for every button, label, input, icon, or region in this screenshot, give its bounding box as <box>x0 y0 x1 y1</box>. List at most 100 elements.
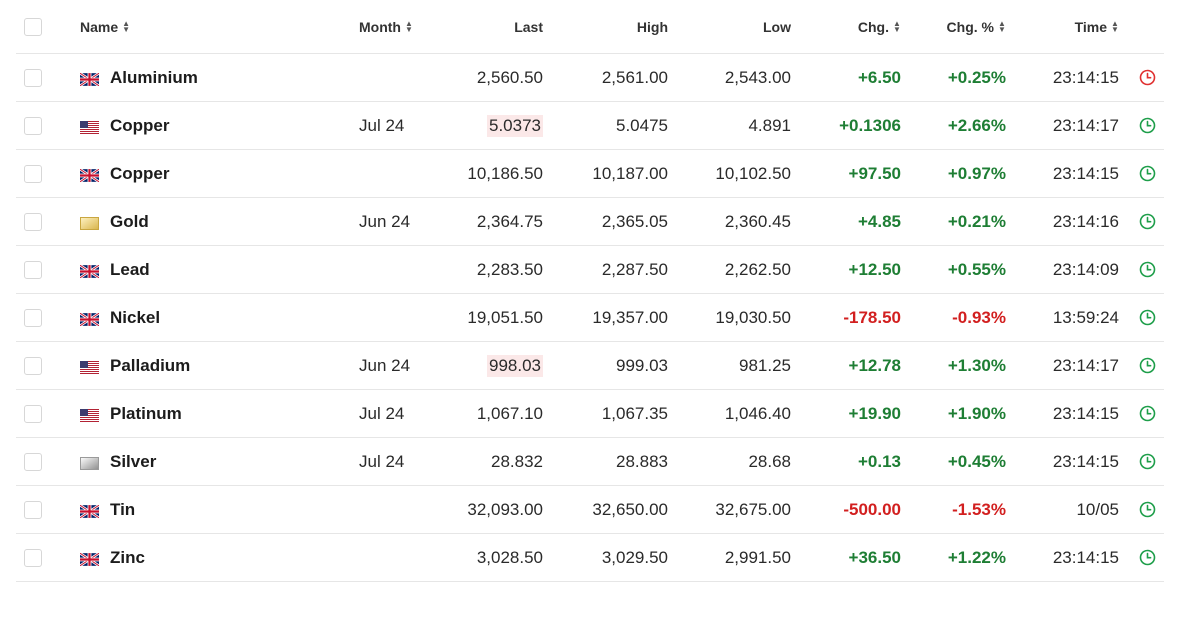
instrument-name[interactable]: Zinc <box>79 534 340 581</box>
row-checkbox[interactable] <box>24 150 44 197</box>
low-price-value: 981.25 <box>739 355 791 375</box>
low-price: 2,262.50 <box>684 246 791 293</box>
instrument-name-label[interactable]: Aluminium <box>110 67 198 87</box>
clock-icon[interactable] <box>1136 150 1158 197</box>
contract-month-value: Jul 24 <box>359 115 405 135</box>
clock-icon[interactable] <box>1136 246 1158 293</box>
instrument-name[interactable]: Aluminium <box>79 54 340 101</box>
table-row[interactable]: Silver Jul 24 28.832 28.883 28.68 +0.13 +0.45%… <box>16 438 1164 486</box>
row-checkbox[interactable] <box>24 102 44 149</box>
header-name-label: Name <box>80 18 119 35</box>
row-checkbox[interactable] <box>24 534 44 581</box>
row-checkbox[interactable] <box>24 486 44 533</box>
time-value: 23:14:16 <box>1052 211 1119 231</box>
table-row[interactable]: Zinc 3,028.50 3,029.50 2,991.50 +36.50 +1.22%… <box>16 534 1164 582</box>
table-body: Aluminium 2,560.50 2,561.00 2,543.00 +6.50 +0… <box>16 54 1164 582</box>
header-chg-percent[interactable]: Chg. % ▲ ▼ <box>906 0 1006 53</box>
sort-icon: ▲ ▼ <box>893 18 901 34</box>
table-row[interactable]: Lead 2,283.50 2,287.50 2,262.50 +12.50 +0.55%… <box>16 246 1164 294</box>
time-value: 10/05 <box>1076 499 1119 519</box>
header-name[interactable]: Name ▲ ▼ <box>80 0 340 53</box>
instrument-name-label[interactable]: Lead <box>110 259 150 279</box>
time-value: 13:59:24 <box>1052 307 1119 327</box>
change-percent-value: +0.21% <box>947 211 1006 231</box>
table-row[interactable]: Nickel 19,051.50 19,357.00 19,030.50 -178.50… <box>16 294 1164 342</box>
row-checkbox[interactable] <box>24 198 44 245</box>
clock-icon[interactable] <box>1136 534 1158 581</box>
high-price-value: 2,561.00 <box>601 67 668 87</box>
instrument-name[interactable]: Palladium <box>80 342 340 389</box>
low-price: 2,543.00 <box>684 54 791 101</box>
instrument-name[interactable]: Copper <box>79 150 340 197</box>
clock-icon[interactable] <box>1136 438 1158 485</box>
row-checkbox[interactable] <box>24 342 44 389</box>
high-price: 19,357.00 <box>561 294 668 341</box>
change: -500.00 <box>796 486 901 533</box>
last-price: 2,283.50 <box>436 246 543 293</box>
instrument-name-label[interactable]: Palladium <box>110 355 191 375</box>
clock-icon[interactable] <box>1136 102 1158 149</box>
instrument-name-label[interactable]: Tin <box>110 499 136 519</box>
row-checkbox[interactable] <box>24 246 44 293</box>
change-percent: +0.55% <box>906 246 1006 293</box>
change-percent: +1.90% <box>906 390 1006 437</box>
low-price-value: 2,991.50 <box>724 547 791 567</box>
header-time[interactable]: Time ▲ ▼ <box>1016 0 1119 53</box>
high-price: 2,561.00 <box>561 54 668 101</box>
change: +12.50 <box>796 246 901 293</box>
time: 10/05 <box>1016 486 1119 533</box>
clock-icon[interactable] <box>1136 390 1158 437</box>
table-row[interactable]: Gold Jun 24 2,364.75 2,365.05 2,360.45 +4.85 +… <box>16 198 1164 246</box>
time-value: 23:14:17 <box>1052 355 1119 375</box>
contract-month-value: Jun 24 <box>359 211 411 231</box>
instrument-name-label[interactable]: Silver <box>110 451 157 471</box>
instrument-name[interactable]: Silver <box>80 438 340 485</box>
instrument-name-label[interactable]: Zinc <box>110 547 145 567</box>
instrument-name[interactable]: Tin <box>79 486 340 533</box>
high-price-value: 28.883 <box>616 451 668 471</box>
table-row[interactable]: Tin 32,093.00 32,650.00 32,675.00 -500.00 -1.… <box>16 486 1164 534</box>
select-all-checkbox[interactable] <box>24 0 44 53</box>
instrument-name-label[interactable]: Copper <box>110 115 170 135</box>
header-chg[interactable]: Chg. ▲ ▼ <box>796 0 901 53</box>
sort-icon: ▲ ▼ <box>998 18 1006 34</box>
table-row[interactable]: Palladium Jun 24 998.03 999.03 981.25 +12.78 +… <box>16 342 1164 390</box>
uk-flag-icon <box>79 311 100 327</box>
change-percent-value: +1.22% <box>947 547 1006 567</box>
low-price: 1,046.40 <box>684 390 791 437</box>
change-value: +19.90 <box>848 403 901 423</box>
instrument-name[interactable]: Platinum <box>80 390 340 437</box>
table-row[interactable]: Aluminium 2,560.50 2,561.00 2,543.00 +6.50 +0… <box>16 54 1164 102</box>
low-price: 2,360.45 <box>684 198 791 245</box>
header-last-label: Last <box>514 18 543 35</box>
instrument-name[interactable]: Lead <box>79 246 340 293</box>
instrument-name-label[interactable]: Platinum <box>110 403 182 423</box>
high-price: 2,287.50 <box>561 246 668 293</box>
last-price-value: 998.03 <box>487 354 543 377</box>
instrument-name-label[interactable]: Gold <box>110 211 149 231</box>
last-price-value: 3,028.50 <box>476 547 543 567</box>
row-checkbox[interactable] <box>24 390 44 437</box>
header-month[interactable]: Month ▲ ▼ <box>359 0 479 53</box>
table-row[interactable]: Copper 10,186.50 10,187.00 10,102.50 +97.50 +… <box>16 150 1164 198</box>
table-row[interactable]: Copper Jul 24 5.0373 5.0475 4.891 +0.1306 +2.6… <box>16 102 1164 150</box>
clock-icon[interactable] <box>1136 486 1158 533</box>
clock-icon[interactable] <box>1136 294 1158 341</box>
change-percent: -1.53% <box>906 486 1006 533</box>
instrument-name[interactable]: Copper <box>80 102 340 149</box>
high-price-value: 999.03 <box>616 355 668 375</box>
instrument-name[interactable]: Gold <box>80 198 340 245</box>
clock-icon[interactable] <box>1136 198 1158 245</box>
low-price-value: 2,262.50 <box>724 259 791 279</box>
instrument-name-label[interactable]: Copper <box>110 163 170 183</box>
sort-icon: ▲ ▼ <box>122 18 131 34</box>
clock-icon[interactable] <box>1136 54 1158 101</box>
row-checkbox[interactable] <box>24 294 44 341</box>
high-price: 2,365.05 <box>561 198 668 245</box>
row-checkbox[interactable] <box>24 438 44 485</box>
instrument-name[interactable]: Nickel <box>79 294 340 341</box>
clock-icon[interactable] <box>1136 342 1158 389</box>
instrument-name-label[interactable]: Nickel <box>110 307 161 327</box>
row-checkbox[interactable] <box>24 54 44 101</box>
table-row[interactable]: Platinum Jul 24 1,067.10 1,067.35 1,046.40 +1… <box>16 390 1164 438</box>
